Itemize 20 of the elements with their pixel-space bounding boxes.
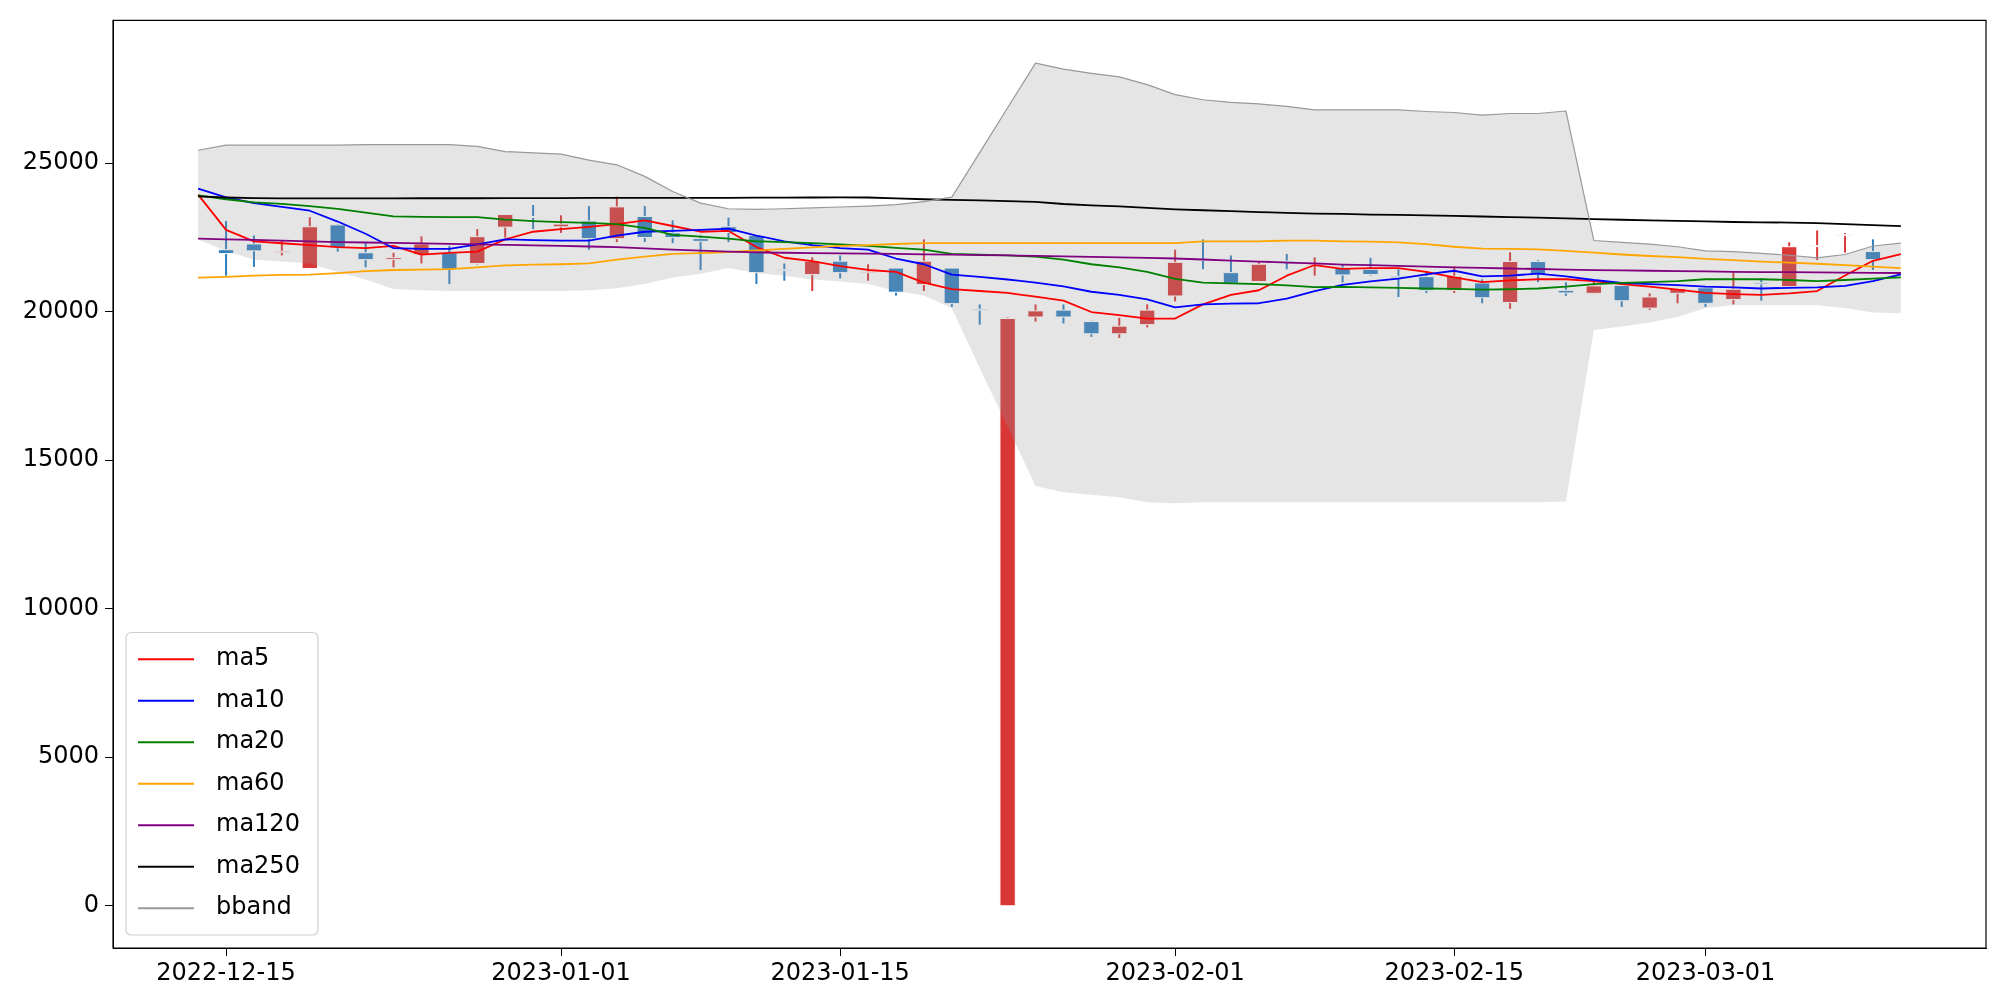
legend-label: bband [216,892,292,921]
y-tick-label: 25000 [22,147,99,176]
legend-label: ma250 [216,850,300,879]
y-tick-label: 15000 [22,444,99,473]
legend-label: ma10 [216,684,285,713]
y-tick-label: 0 [83,890,99,919]
x-tick-label: 2023-01-01 [491,957,631,986]
legend-label: ma120 [216,809,300,838]
y-tick-label: 20000 [22,295,99,324]
x-tick-label: 2023-02-15 [1384,957,1524,986]
x-tick-label: 2023-02-01 [1105,957,1245,986]
candlestick [441,244,458,286]
x-tick-label: 2022-12-15 [156,957,296,986]
legend-label: ma5 [216,643,270,672]
x-tick-label: 2023-03-01 [1635,957,1776,986]
legend-label: ma60 [216,767,285,796]
y-tick-label: 10000 [22,592,99,621]
x-tick-label: 2023-01-15 [770,957,910,986]
y-tick-label: 5000 [37,741,99,770]
legend-label: ma20 [216,726,285,755]
